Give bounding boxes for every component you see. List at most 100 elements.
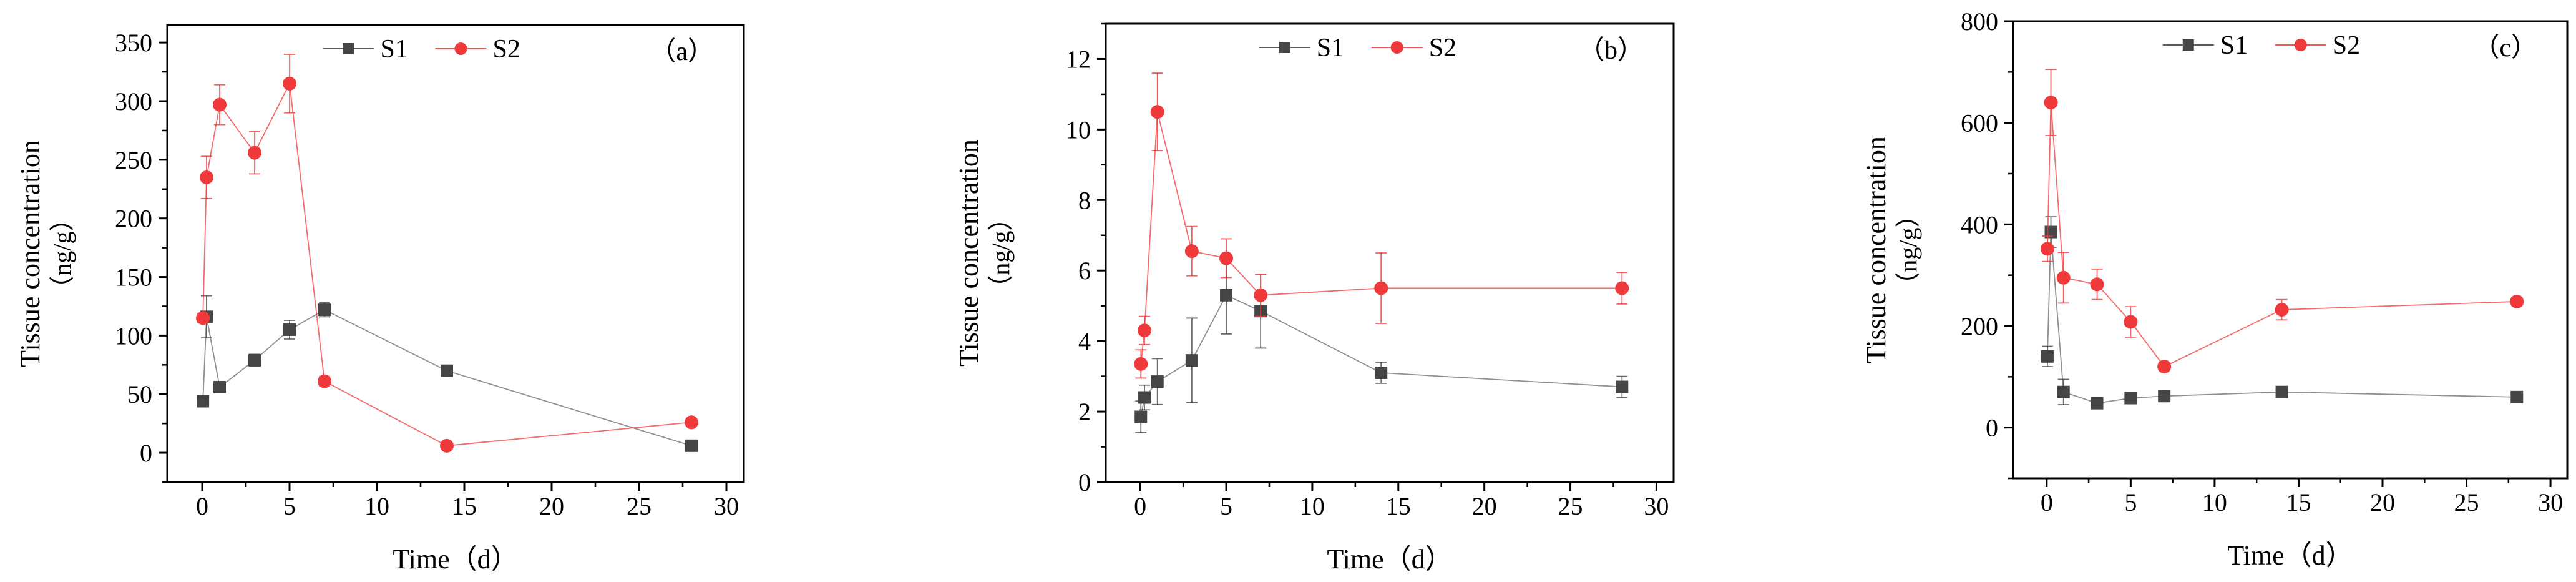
y-tick-label: 150 (115, 264, 152, 292)
y-tick-label: 350 (115, 29, 152, 57)
panel-label: （a） (650, 37, 714, 66)
y-tick-label: 2 (1078, 398, 1091, 426)
data-point (1151, 375, 1164, 388)
x-tick-label: 15 (1386, 492, 1411, 520)
x-tick-label: 10 (364, 492, 389, 520)
data-point (2091, 397, 2104, 410)
series-S1 (1134, 255, 1629, 433)
legend-marker (1390, 41, 1403, 54)
data-point (318, 303, 331, 317)
series-line (2046, 232, 2517, 404)
data-point (1616, 380, 1629, 393)
data-point (1374, 281, 1388, 295)
x-axis-label: Time（d） (393, 544, 518, 575)
y-tick-label: 50 (127, 380, 152, 408)
data-point (1254, 288, 1268, 302)
data-point (2044, 96, 2058, 110)
x-tick-label: 20 (539, 492, 564, 520)
plot-frame (2012, 20, 2569, 480)
y-axis-label: Tissue concentration (1861, 136, 1891, 363)
y-tick-label: 0 (140, 439, 152, 467)
data-point (197, 395, 210, 408)
data-point (2275, 385, 2288, 398)
y-tick-label: 800 (1961, 7, 1998, 36)
x-axis-label: Time（d） (2227, 540, 2353, 571)
data-point (2057, 385, 2070, 398)
data-point (2056, 270, 2071, 285)
x-axis-label: Time（d） (1327, 544, 1452, 575)
y-tick-label: 12 (1066, 45, 1091, 73)
x-tick-label: 30 (714, 492, 739, 520)
chart-panel-0: 0 5 10 15 20 25 30050100150200250300350Time（d）… (15, 24, 745, 575)
data-point (2510, 390, 2524, 403)
data-point (1138, 323, 1152, 338)
data-point (1375, 366, 1388, 379)
chart-panel-2: 0 5 10 15 20 25 30 0 200 400 600 800 Time（d） Tissue c… (1861, 7, 2569, 571)
legend-label: S2 (492, 35, 520, 64)
series-line (202, 81, 692, 446)
data-point (196, 311, 210, 325)
x-tick-label: 5 (2124, 488, 2137, 516)
legend: S1 S2 (323, 35, 520, 64)
x-tick-label: 10 (2202, 488, 2227, 516)
x-tick-label: 25 (1558, 492, 1583, 520)
data-point (318, 374, 331, 388)
x-tick-label: 30 (2538, 488, 2563, 516)
data-point (200, 170, 213, 184)
x-tick-label: 15 (2286, 488, 2311, 516)
y-tick-label: 400 (1961, 210, 1998, 239)
x-tick-label: 10 (1300, 492, 1325, 520)
series-S1 (2041, 216, 2524, 410)
legend-label: S2 (2333, 31, 2360, 60)
y-axis-unit-label: （ng/g） (987, 205, 1015, 300)
series-S2 (2040, 69, 2524, 374)
y-axis-label: Tissue concentration (15, 140, 46, 367)
legend-label: S1 (2220, 31, 2248, 60)
data-point (1138, 391, 1151, 404)
legend-marker (1279, 42, 1290, 53)
plot-frame (166, 24, 745, 483)
y-axis-label: Tissue concentration (954, 139, 984, 367)
x-tick-label: 25 (627, 492, 651, 520)
plot-frame (1105, 22, 1675, 483)
data-point (283, 76, 296, 91)
y-axis-unit-label: （ng/g） (1894, 202, 1922, 297)
x-tick-label: 5 (1220, 492, 1232, 520)
data-point (2040, 242, 2054, 256)
data-point (283, 323, 296, 336)
data-point (213, 380, 226, 393)
y-tick-label: 200 (1961, 312, 1998, 340)
series-line (1140, 111, 1622, 364)
series-S2 (196, 54, 698, 453)
x-tick-label: 20 (2370, 488, 2395, 516)
data-point (440, 438, 454, 453)
data-point (441, 364, 453, 377)
chart-panel-1: 0 5 10 15 20 25 30 0 2 4 6 8 10 12 Time（d） Tissue conce… (954, 22, 1675, 575)
y-tick-label: 6 (1078, 257, 1091, 285)
y-tick-label: 200 (115, 205, 152, 233)
legend-marker (454, 42, 467, 55)
legend: S1 S2 (2162, 31, 2360, 60)
data-point (2158, 390, 2171, 403)
x-tick-label: 15 (452, 492, 477, 520)
x-tick-label: 5 (283, 492, 296, 520)
data-point (2510, 294, 2524, 308)
y-tick-label: 100 (115, 322, 152, 350)
data-point (248, 146, 261, 160)
data-point (2090, 277, 2104, 292)
legend-label: S2 (1429, 34, 1456, 62)
x-tick-label: 0 (1134, 492, 1146, 520)
data-point (1185, 354, 1198, 367)
y-tick-label: 600 (1961, 109, 1998, 137)
legend-marker (2294, 39, 2307, 51)
y-axis-unit-label: （ng/g） (48, 206, 76, 300)
panel-label: （b） (1578, 36, 1644, 65)
y-tick-label: 0 (1986, 414, 1998, 442)
data-point (1134, 410, 1148, 423)
x-tick-label: 25 (2454, 488, 2479, 516)
x-tick-label: 0 (196, 492, 208, 520)
legend-label: S1 (380, 35, 407, 64)
data-point (1220, 289, 1233, 302)
y-tick-label: 8 (1078, 186, 1091, 214)
